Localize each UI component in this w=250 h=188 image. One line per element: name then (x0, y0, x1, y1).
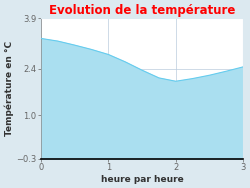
X-axis label: heure par heure: heure par heure (101, 175, 184, 184)
Title: Evolution de la température: Evolution de la température (49, 4, 235, 17)
Y-axis label: Température en °C: Température en °C (4, 41, 14, 136)
